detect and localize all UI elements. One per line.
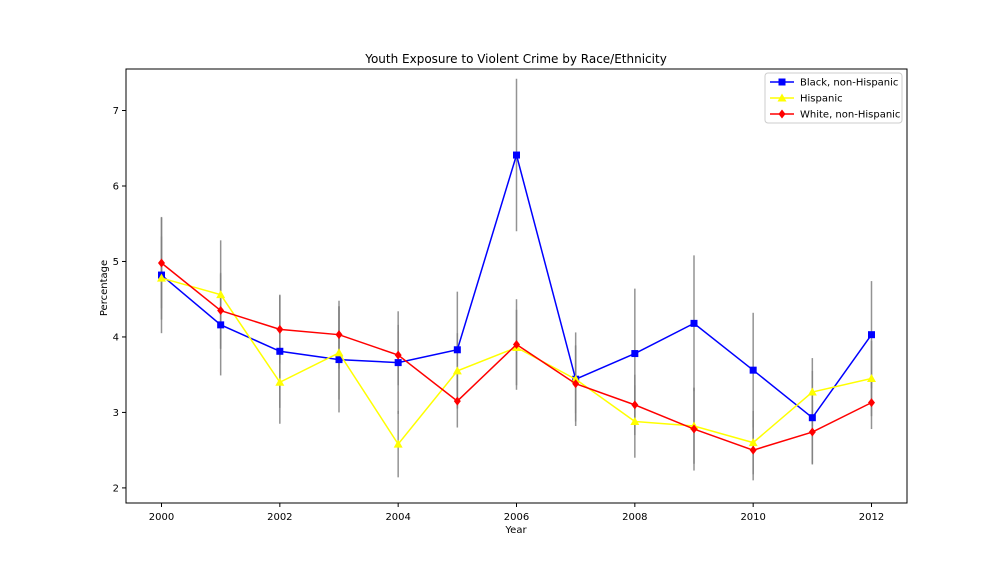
data-point (690, 319, 698, 327)
data-point (453, 346, 461, 354)
data-point (275, 377, 285, 386)
data-point (217, 321, 225, 329)
data-point (868, 331, 875, 339)
data-point (690, 424, 698, 434)
y-tick-label: 3 (113, 408, 119, 419)
x-tick-label: 2006 (504, 512, 529, 523)
data-point (393, 439, 403, 448)
legend-item: Hispanic (770, 93, 843, 105)
data-point (157, 273, 166, 282)
x-axis-title: Year (504, 525, 527, 536)
legend-label: White, non-Hispanic (800, 110, 900, 121)
plot-area: 2000 2002 2004 2006 2008 2010 2012 2 3 4 5 6 7 (113, 68, 908, 523)
y-axis-title: Percentage (99, 260, 110, 316)
data-point (335, 356, 343, 364)
data-point (217, 306, 225, 316)
x-tick-label: 2004 (385, 512, 410, 523)
data-point (748, 438, 758, 447)
data-point (630, 416, 640, 425)
legend-label: Black, non-Hispanic (800, 78, 898, 89)
y-tick-label: 2 (113, 483, 119, 494)
data-point (452, 366, 462, 375)
data-point (808, 414, 816, 422)
data-point (513, 339, 520, 349)
data-point (631, 350, 639, 358)
legend-marker (778, 109, 786, 119)
y-tick-label: 7 (113, 106, 119, 117)
data-point (453, 396, 461, 406)
data-point (394, 350, 402, 360)
data-point (276, 347, 284, 355)
x-tick-label: 2002 (267, 512, 292, 523)
x-tick-label: 2012 (859, 512, 884, 523)
data-point (807, 387, 817, 396)
x-tick-label: 2000 (149, 512, 174, 523)
data-point (868, 398, 875, 408)
y-tick-label: 5 (113, 257, 119, 268)
x-tick-label: 2010 (740, 512, 765, 523)
data-point (216, 290, 226, 299)
data-point (749, 445, 757, 455)
data-point (808, 427, 816, 437)
error-bars-0 (160, 78, 873, 465)
data-point (158, 258, 165, 268)
data-point (394, 359, 402, 367)
data-point (335, 330, 343, 340)
data-point (571, 374, 581, 383)
x-tick-label: 2008 (622, 512, 647, 523)
data-point (513, 151, 520, 159)
data-point (276, 324, 284, 334)
legend-item: White, non-Hispanic (770, 109, 900, 121)
legend: Black, non-Hispanic Hispanic White, non-Hi… (764, 72, 903, 124)
legend-item: Black, non-Hispanic (770, 78, 898, 89)
y-tick-label: 4 (113, 332, 119, 343)
legend-marker (778, 78, 786, 86)
chart-title: Youth Exposure to Violent Crime by Race/… (364, 52, 667, 66)
series-2 (158, 258, 875, 455)
legend-label: Hispanic (800, 94, 843, 105)
data-point (572, 379, 580, 389)
data-point (631, 400, 639, 410)
legend-box (764, 72, 903, 124)
y-tick-label: 6 (113, 181, 119, 192)
data-point (749, 366, 757, 374)
legend-marker (777, 93, 787, 102)
data-point (334, 348, 344, 357)
data-point (867, 373, 876, 382)
